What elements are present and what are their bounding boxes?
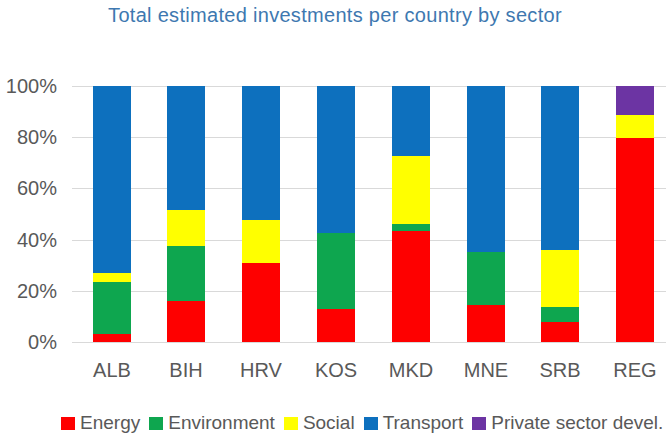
segment-SRB-transport [541, 86, 579, 250]
segment-ALB-energy [93, 334, 131, 342]
x-axis-label-MNE: MNE [446, 359, 526, 382]
x-axis-label-REG: REG [595, 359, 670, 382]
segment-KOS-transport [317, 86, 355, 233]
legend-item-energy: Energy [61, 413, 140, 433]
legend-label-energy: Energy [80, 413, 140, 433]
segment-REG-private [616, 86, 654, 115]
segment-KOS-environment [317, 233, 355, 309]
bar-MKD [392, 86, 430, 342]
bar-MNE [467, 86, 505, 342]
y-axis-label-20: 20% [0, 279, 57, 303]
y-axis-label-80: 80% [0, 125, 57, 149]
segment-ALB-transport [93, 86, 131, 273]
bar-SRB [541, 86, 579, 342]
x-axis-label-HRV: HRV [221, 359, 301, 382]
chart-title: Total estimated investments per country … [0, 4, 670, 27]
bar-ALB [93, 86, 131, 342]
segment-MNE-environment [467, 252, 505, 304]
legend-label-social: Social [303, 413, 355, 433]
chart-container: Total estimated investments per country … [0, 0, 670, 433]
x-axis-label-BIH: BIH [146, 359, 226, 382]
x-axis-label-KOS: KOS [296, 359, 376, 382]
segment-ALB-environment [93, 282, 131, 334]
segment-MKD-social [392, 156, 430, 224]
segment-SRB-energy [541, 322, 579, 342]
x-axis-label-SRB: SRB [520, 359, 600, 382]
segment-HRV-social [242, 220, 280, 262]
legend-label-environment: Environment [168, 413, 275, 433]
segment-BIH-environment [167, 246, 205, 301]
legend-label-transport: Transport [383, 413, 464, 433]
legend-swatch-social [284, 417, 298, 430]
segment-MKD-transport [392, 86, 430, 156]
y-axis-label-60: 60% [0, 176, 57, 200]
segment-BIH-energy [167, 301, 205, 342]
legend: Energy Environment Social Transport Private … [61, 413, 670, 433]
segment-MKD-environment [392, 224, 430, 230]
segment-BIH-transport [167, 86, 205, 210]
legend-swatch-transport [364, 417, 378, 430]
y-axis-label-0: 0% [0, 330, 57, 354]
segment-REG-energy [616, 138, 654, 342]
legend-swatch-private [472, 417, 486, 430]
x-axis-label-ALB: ALB [72, 359, 152, 382]
bar-KOS [317, 86, 355, 342]
legend-item-social: Social [284, 413, 355, 433]
legend-item-private: Private sector devel. [472, 413, 663, 433]
bar-HRV [242, 86, 280, 342]
legend-label-private: Private sector devel. [491, 413, 663, 433]
segment-HRV-transport [242, 86, 280, 220]
legend-swatch-environment [149, 417, 163, 430]
segment-MNE-transport [467, 86, 505, 252]
segment-REG-social [616, 115, 654, 138]
x-axis-label-MKD: MKD [371, 359, 451, 382]
segment-HRV-energy [242, 263, 280, 342]
y-axis-label-100: 100% [0, 74, 57, 98]
legend-item-environment: Environment [149, 413, 275, 433]
segment-KOS-energy [317, 309, 355, 342]
segment-ALB-social [93, 273, 131, 282]
segment-BIH-social [167, 210, 205, 246]
bar-REG [616, 86, 654, 342]
segment-MKD-energy [392, 231, 430, 342]
bar-BIH [167, 86, 205, 342]
legend-item-transport: Transport [364, 413, 464, 433]
legend-swatch-energy [61, 417, 75, 430]
segment-SRB-environment [541, 307, 579, 321]
y-axis-label-40: 40% [0, 228, 57, 252]
segment-SRB-social [541, 250, 579, 308]
gridline-0 [72, 342, 666, 343]
segment-MNE-energy [467, 305, 505, 342]
